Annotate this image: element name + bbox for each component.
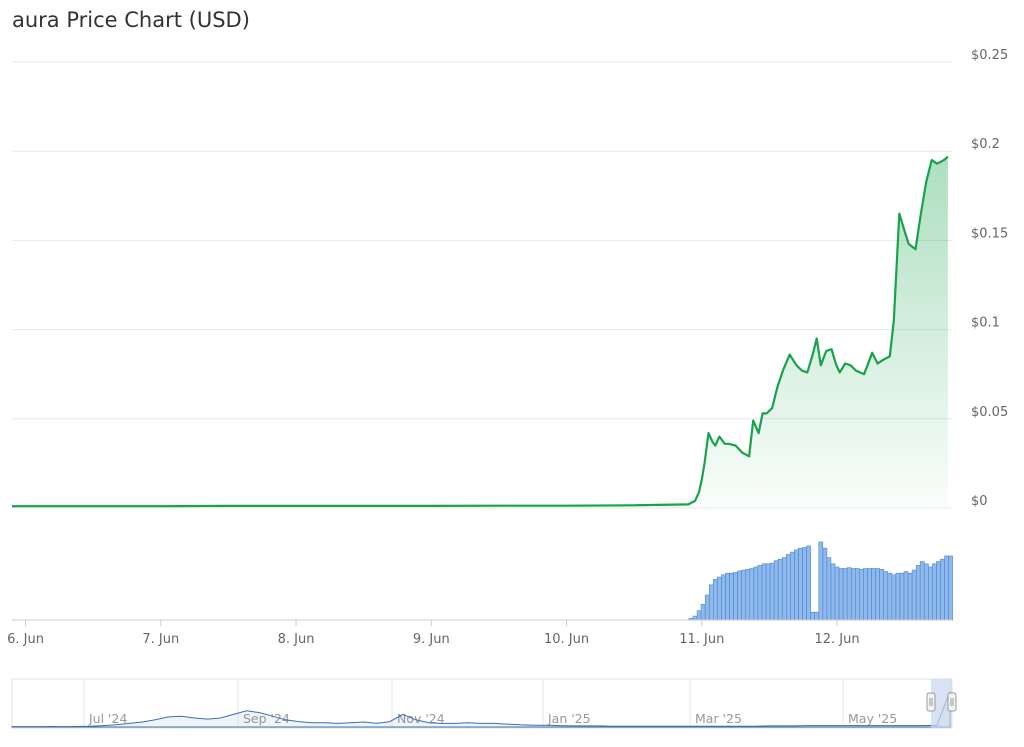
volume-bar xyxy=(802,547,807,621)
volume-bar xyxy=(850,568,856,621)
x-tick-label: 8. Jun xyxy=(278,632,315,647)
volume-bar xyxy=(790,551,795,621)
volume-bars xyxy=(688,541,953,621)
navigator-tick-label: Jan '25 xyxy=(547,711,591,726)
y-tick-label: $0 xyxy=(971,494,988,509)
volume-bar xyxy=(834,566,840,621)
x-tick-label: 11. Jun xyxy=(679,632,724,647)
volume-bar xyxy=(708,584,714,621)
navigator-frame xyxy=(11,678,953,729)
y-axis: $0 $0.05 $0.1 $0.15 $0.2 $0.25 xyxy=(971,48,1008,509)
volume-bar xyxy=(907,572,913,621)
volume-bar xyxy=(891,574,897,621)
navigator-tick-label: Mar '25 xyxy=(695,711,742,726)
x-tick-label: 6. Jun xyxy=(7,632,44,647)
volume-bar xyxy=(781,557,787,621)
volume-bar xyxy=(923,563,929,621)
volume-bar xyxy=(785,554,791,621)
volume-bar xyxy=(798,547,803,621)
volume-bar xyxy=(769,562,775,621)
volume-bar xyxy=(777,558,783,621)
volume-bar xyxy=(838,568,844,621)
navigator[interactable]: Jul '24 Sep '24 Nov '24 Jan '25 Mar '25 May '… xyxy=(11,678,957,729)
volume-bar xyxy=(948,555,953,621)
volume-bar xyxy=(810,611,816,621)
volume-bar xyxy=(806,545,811,621)
navigator-tick-label: Sep '24 xyxy=(243,711,290,726)
navigator-tick-label: Jul '24 xyxy=(88,711,127,726)
chart-title: aura Price Chart (USD) xyxy=(12,8,250,32)
volume-bar xyxy=(830,563,836,621)
volume-bar xyxy=(692,615,698,621)
volume-bar xyxy=(704,594,710,621)
y-tick-label: $0.25 xyxy=(971,48,1008,63)
volume-bar xyxy=(940,558,945,621)
volume-bar xyxy=(761,563,767,621)
volume-bar xyxy=(721,574,726,621)
volume-bar xyxy=(911,569,917,621)
volume-bar xyxy=(818,541,824,621)
volume-bar xyxy=(875,568,880,621)
price-line[interactable] xyxy=(12,155,949,508)
navigator-selection[interactable] xyxy=(931,679,952,728)
volume-bar xyxy=(712,579,718,621)
x-tick-label: 10. Jun xyxy=(544,632,589,647)
volume-bar xyxy=(863,568,868,621)
volume-bar xyxy=(871,568,876,621)
volume-bar xyxy=(846,567,852,621)
volume-bar xyxy=(915,565,921,621)
volume-bar xyxy=(753,566,759,621)
volume-bar xyxy=(826,557,832,621)
volume-bar xyxy=(700,604,706,621)
volume-bar xyxy=(903,571,909,621)
y-tick-label: $0.15 xyxy=(971,226,1008,241)
volume-bar xyxy=(895,572,901,621)
volume-bar xyxy=(737,570,743,621)
volume-bar xyxy=(944,555,949,621)
volume-bar xyxy=(859,568,864,621)
volume-bar xyxy=(883,571,889,621)
navigator-tick-label: Nov '24 xyxy=(397,711,445,726)
volume-bar xyxy=(794,549,799,621)
navigator-tick-label: May '25 xyxy=(848,711,897,726)
volume-bar xyxy=(899,572,905,621)
x-tick-label: 9. Jun xyxy=(413,632,450,647)
volume-bar xyxy=(814,611,820,621)
x-tick-label: 12. Jun xyxy=(814,632,859,647)
x-axis: 6. Jun 7. Jun 8. Jun 9. Jun 10. Jun 11. Jun 12… xyxy=(7,620,860,647)
y-tick-label: $0.1 xyxy=(971,316,1000,331)
volume-bar xyxy=(745,568,751,621)
volume-bar xyxy=(854,568,860,621)
volume-bar xyxy=(717,576,722,621)
volume-bar xyxy=(765,563,771,621)
x-tick-label: 7. Jun xyxy=(142,632,179,647)
volume-bar xyxy=(822,547,828,621)
navigator-series xyxy=(11,690,951,728)
volume-bar xyxy=(887,572,893,621)
volume-bar xyxy=(749,568,755,621)
price-area xyxy=(12,156,948,508)
volume-bar xyxy=(867,568,872,621)
navigator-handle-left[interactable] xyxy=(926,692,936,712)
volume-bar xyxy=(696,610,702,621)
volume-bar xyxy=(879,568,885,621)
volume-bar xyxy=(757,565,763,621)
volume-bar xyxy=(919,561,925,621)
y-tick-label: $0.05 xyxy=(971,405,1008,420)
volume-bar xyxy=(729,572,734,621)
volume-bar xyxy=(741,569,747,621)
volume-bar xyxy=(725,572,730,621)
y-tick-label: $0.2 xyxy=(971,137,1000,152)
volume-bar xyxy=(932,563,937,621)
volume-bar xyxy=(936,561,941,621)
volume-bar xyxy=(842,568,848,621)
navigator-handle-right[interactable] xyxy=(947,692,957,712)
volume-bar xyxy=(773,560,779,621)
volume-bar xyxy=(928,566,933,621)
volume-bar xyxy=(733,572,738,621)
